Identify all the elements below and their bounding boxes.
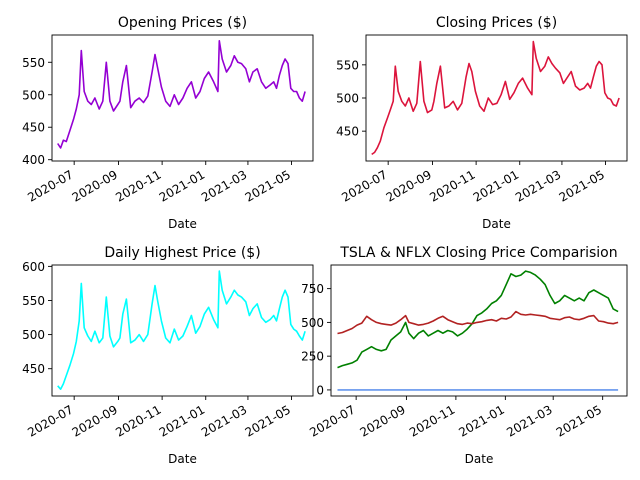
y-tick-label: 450 (22, 121, 45, 135)
chart-panel-2: Closing Prices ($) 450 500 550 2020-072020-0… (336, 15, 628, 231)
series-line-1 (57, 39, 306, 149)
x-tick-label: 2020-11 (113, 167, 163, 204)
x-axis-label: Date (168, 452, 197, 466)
y-tick-label: 550 (22, 56, 45, 70)
y-tick-label: 500 (336, 92, 359, 106)
chart-title: Closing Prices ($) (436, 15, 557, 31)
x-axis-label: Date (168, 217, 197, 231)
x-tick-label: 2020-11 (113, 402, 163, 439)
x-axis-label: Date (465, 452, 494, 466)
x-tick-label: 2021-03 (504, 402, 554, 439)
x-tick-label: 2021-01 (471, 167, 521, 204)
x-tick-label: 2021-01 (157, 167, 207, 204)
x-tick-label: 2021-03 (199, 402, 249, 439)
chart-title: Daily Highest Price ($) (104, 245, 260, 261)
x-tick-label: 2021-05 (243, 167, 293, 204)
y-tick-label: 500 (22, 88, 45, 102)
y-tick-label: 450 (336, 125, 359, 139)
x-tick-label: 2020-09 (70, 402, 120, 439)
x-tick-label: 2021-05 (554, 402, 604, 439)
y-tick-label: 550 (336, 58, 359, 72)
series-line-1 (371, 40, 620, 156)
axes-frame (365, 34, 628, 162)
x-tick-label: 2021-03 (513, 167, 563, 204)
x-tick-label: 2021-01 (157, 402, 207, 439)
x-tick-label: 2020-11 (427, 167, 477, 204)
x-tick-label: 2020-07 (307, 402, 357, 439)
x-tick-label: 2020-11 (407, 402, 457, 439)
x-tick-label: 2020-07 (25, 402, 75, 439)
chart-title: TSLA & NFLX Closing Price Comparision (339, 245, 617, 261)
series-line-2 (337, 310, 619, 335)
y-tick-label: 500 (301, 316, 324, 330)
axes-frame (330, 264, 628, 397)
x-tick-label: 2021-05 (243, 402, 293, 439)
chart-panel-4: TSLA & NFLX Closing Price Comparision 0 25… (301, 245, 628, 466)
x-axis-label: Date (482, 217, 511, 231)
x-tick-label: 2021-01 (456, 402, 506, 439)
axes-frame (51, 34, 314, 162)
chart-panel-1: Opening Prices ($)4004505005502020-07202… (22, 15, 314, 231)
x-tick-label: 2020-09 (384, 167, 434, 204)
x-tick-label: 2020-07 (25, 167, 75, 204)
series-line-1 (57, 270, 306, 391)
y-tick-label: 250 (301, 350, 324, 364)
y-tick-label: 400 (22, 153, 45, 167)
y-tick-label: 0 (316, 383, 324, 397)
y-tick-label: 600 (22, 260, 45, 274)
y-tick-label: 750 (301, 282, 324, 296)
x-tick-label: 2021-05 (557, 167, 607, 204)
y-tick-label: 550 (22, 294, 45, 308)
x-tick-label: 2020-09 (70, 167, 120, 204)
series-line-1 (337, 270, 619, 369)
axes-frame (51, 264, 314, 397)
x-tick-label: 2020-09 (357, 402, 407, 439)
y-tick-label: 450 (22, 362, 45, 376)
x-tick-label: 2020-07 (339, 167, 389, 204)
chart-panel-3: Daily Highest Price ($) 450 500 550 600 2020-… (22, 245, 314, 466)
y-tick-label: 500 (22, 328, 45, 342)
x-tick-label: 2021-03 (199, 167, 249, 204)
chart-title: Opening Prices ($) (118, 15, 247, 31)
